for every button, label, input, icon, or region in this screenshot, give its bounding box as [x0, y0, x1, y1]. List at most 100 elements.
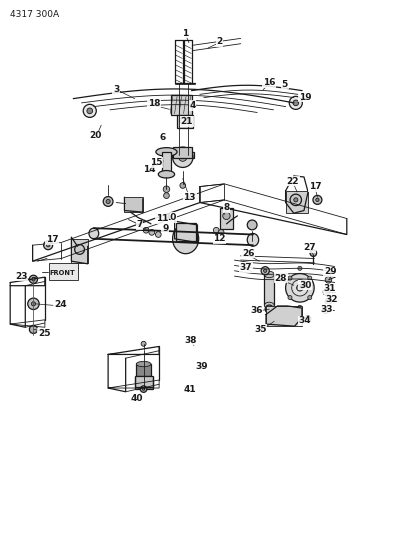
Ellipse shape — [173, 224, 199, 254]
Text: 13: 13 — [184, 193, 196, 201]
Text: 31: 31 — [324, 285, 336, 293]
Text: 29: 29 — [324, 268, 337, 276]
Text: 19: 19 — [299, 93, 311, 101]
Text: 32: 32 — [325, 295, 337, 304]
Circle shape — [293, 100, 299, 106]
Circle shape — [173, 147, 193, 167]
Text: 17: 17 — [46, 236, 58, 244]
Ellipse shape — [136, 361, 151, 367]
Bar — [71, 239, 88, 263]
Circle shape — [325, 277, 332, 283]
Circle shape — [83, 104, 96, 117]
Circle shape — [29, 275, 38, 284]
Circle shape — [247, 220, 257, 230]
Circle shape — [288, 295, 292, 300]
Text: 30: 30 — [299, 281, 311, 289]
Circle shape — [44, 241, 53, 249]
Text: 33: 33 — [320, 305, 333, 313]
Text: 1: 1 — [182, 29, 189, 37]
Circle shape — [298, 305, 302, 309]
Text: 3: 3 — [113, 85, 120, 93]
Circle shape — [313, 196, 322, 204]
Circle shape — [286, 273, 314, 302]
Bar — [124, 197, 143, 212]
Circle shape — [163, 186, 170, 192]
Text: 25: 25 — [38, 329, 50, 337]
Circle shape — [31, 302, 35, 306]
Circle shape — [261, 266, 269, 275]
Text: 22: 22 — [287, 177, 299, 185]
Text: 10: 10 — [164, 213, 177, 222]
Circle shape — [106, 199, 110, 204]
Circle shape — [223, 212, 230, 220]
Bar — [264, 274, 274, 305]
Text: FRONT: FRONT — [49, 270, 75, 276]
Text: 2: 2 — [216, 37, 223, 46]
Bar — [173, 147, 192, 158]
Text: 5: 5 — [282, 80, 288, 88]
Circle shape — [322, 307, 329, 313]
Text: 40: 40 — [131, 394, 143, 403]
Circle shape — [290, 194, 302, 206]
Circle shape — [75, 245, 84, 254]
Text: 8: 8 — [223, 204, 230, 212]
Circle shape — [164, 193, 169, 198]
Circle shape — [141, 341, 146, 346]
Circle shape — [103, 197, 113, 206]
Bar — [173, 152, 194, 158]
Text: 9: 9 — [162, 224, 169, 232]
Circle shape — [29, 325, 38, 334]
Circle shape — [179, 153, 187, 161]
Circle shape — [292, 280, 308, 296]
Ellipse shape — [89, 228, 99, 239]
Circle shape — [140, 386, 147, 392]
Circle shape — [213, 228, 219, 233]
Circle shape — [316, 198, 319, 201]
Circle shape — [149, 230, 155, 235]
Text: 7: 7 — [136, 221, 143, 229]
Text: 21: 21 — [181, 117, 193, 126]
Circle shape — [308, 276, 312, 280]
Bar — [49, 263, 78, 280]
Text: 18: 18 — [148, 100, 160, 108]
Text: 36: 36 — [250, 306, 262, 314]
Text: 16: 16 — [263, 78, 275, 87]
Circle shape — [288, 276, 292, 280]
Circle shape — [297, 285, 303, 291]
Circle shape — [323, 289, 330, 295]
Circle shape — [180, 117, 187, 124]
Circle shape — [325, 298, 332, 304]
Bar — [220, 208, 233, 229]
Text: 24: 24 — [54, 301, 67, 309]
Bar — [176, 223, 196, 241]
Text: 11: 11 — [156, 214, 169, 223]
Circle shape — [143, 228, 149, 233]
Text: 41: 41 — [184, 385, 196, 393]
Ellipse shape — [156, 148, 177, 156]
Ellipse shape — [264, 271, 274, 278]
Text: 20: 20 — [90, 132, 102, 140]
Text: 12: 12 — [213, 235, 226, 243]
Bar — [136, 364, 151, 376]
Text: 4: 4 — [189, 101, 196, 110]
Text: 23: 23 — [15, 272, 27, 280]
Text: 38: 38 — [185, 336, 197, 344]
Ellipse shape — [158, 171, 175, 178]
Text: 14: 14 — [143, 165, 155, 174]
Bar — [177, 115, 193, 128]
Circle shape — [307, 318, 309, 320]
Circle shape — [47, 244, 50, 247]
Text: 37: 37 — [239, 263, 252, 272]
Circle shape — [298, 266, 302, 270]
Text: 26: 26 — [242, 249, 254, 257]
Circle shape — [87, 108, 93, 114]
Text: 27: 27 — [303, 244, 315, 252]
Text: 28: 28 — [275, 274, 287, 282]
Ellipse shape — [264, 302, 274, 309]
Circle shape — [264, 269, 267, 272]
Circle shape — [289, 96, 302, 109]
Circle shape — [155, 232, 161, 237]
Text: 39: 39 — [196, 362, 208, 371]
Circle shape — [305, 316, 311, 321]
Bar — [171, 95, 192, 115]
